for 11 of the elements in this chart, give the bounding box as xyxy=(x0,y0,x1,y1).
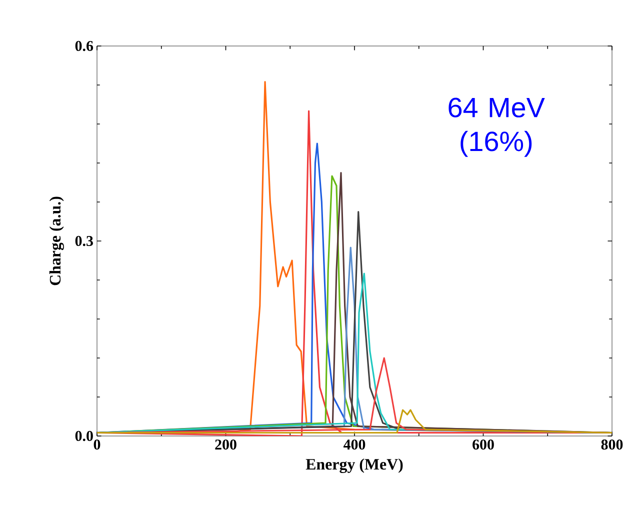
y-tick-label: 0.6 xyxy=(75,40,94,52)
annotation: 64 MeV (16%) xyxy=(448,98,545,157)
y-tick-label: 0.0 xyxy=(75,430,93,442)
x-axis-title: Energy (MeV) xyxy=(306,458,403,474)
x-tick-label: 200 xyxy=(215,440,236,450)
y-axis-title: Charge (a.u.) xyxy=(49,196,64,286)
x-tick-label: 400 xyxy=(344,440,366,450)
x-tick-label: 0 xyxy=(94,440,100,450)
x-tick-label: 800 xyxy=(601,440,623,450)
y-tick-label: 0.3 xyxy=(75,236,93,246)
x-tick-label: 600 xyxy=(472,440,494,450)
